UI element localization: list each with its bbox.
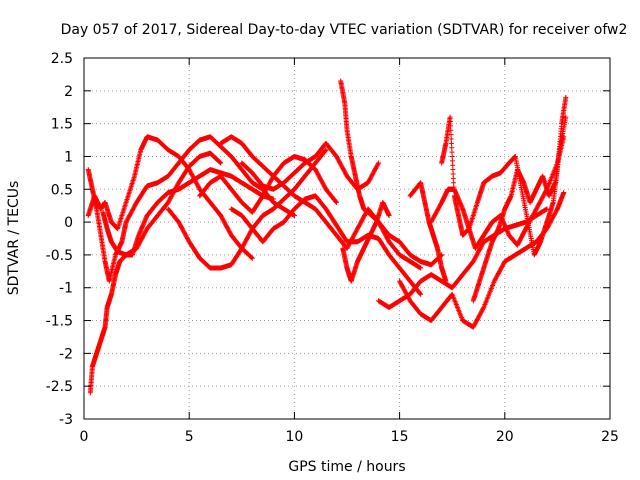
chart-title: Day 057 of 2017, Sidereal Day-to-day VTE… [61, 22, 628, 38]
y-tick-label: -1.5 [46, 314, 73, 330]
data-point [323, 147, 329, 153]
axis-ticks: 0 5 10 15 20 25 -3 -2.5 -2 -1.5 -1 -0.5 0 0.5 1 1.5 2 2.5 [46, 51, 619, 445]
data-point [448, 127, 454, 133]
data-point [417, 291, 423, 297]
data-point [386, 213, 392, 219]
data-point [563, 114, 569, 120]
x-tick-label: 25 [601, 429, 619, 445]
x-tick-label: 15 [391, 429, 409, 445]
data-point [450, 162, 456, 168]
y-tick-label: -0.5 [46, 248, 73, 264]
y-tick-label: 2 [64, 84, 73, 100]
data-point [376, 160, 382, 166]
y-tick-label: 1 [64, 149, 73, 165]
data-point [449, 158, 455, 164]
data-point [449, 153, 455, 159]
data-point [447, 118, 453, 124]
data-point [447, 114, 453, 120]
y-tick-label: 2.5 [51, 51, 73, 67]
y-tick-label: 0.5 [51, 182, 73, 198]
data-point [451, 180, 457, 186]
y-tick-label: -3 [59, 412, 73, 428]
data-point [291, 213, 297, 219]
data-point [451, 188, 457, 194]
data-point [563, 94, 569, 100]
y-axis-title: SDTVAR / TECUs [6, 181, 22, 296]
data-point [375, 161, 381, 167]
x-axis-title: GPS time / hours [288, 459, 405, 475]
y-tick-label: -2 [59, 346, 73, 362]
data-point [450, 171, 456, 177]
data-point [443, 278, 449, 284]
data-point [249, 255, 255, 261]
data-point [448, 140, 454, 146]
y-tick-label: -2.5 [46, 379, 73, 395]
data-point [270, 196, 276, 202]
data-point [448, 136, 454, 142]
x-tick-label: 10 [285, 429, 303, 445]
x-tick-label: 20 [496, 429, 514, 445]
y-tick-label: 0 [64, 215, 73, 231]
x-tick-label: 0 [80, 429, 89, 445]
y-tick-label: 1.5 [51, 117, 73, 133]
data-point [333, 199, 339, 205]
data-point [544, 206, 550, 212]
x-tick-label: 5 [185, 429, 194, 445]
data-point [449, 145, 455, 151]
data-point [217, 159, 223, 165]
data-point [450, 167, 456, 173]
data-point [480, 306, 486, 312]
data-point [561, 190, 567, 196]
y-tick-label: -1 [59, 281, 73, 297]
data-point [218, 160, 224, 166]
plot-frame [83, 57, 611, 420]
data-point [418, 291, 424, 297]
data-points [85, 78, 569, 396]
data-point [450, 175, 456, 181]
data-point [322, 148, 328, 154]
data-point [418, 265, 424, 271]
data-point [249, 255, 255, 261]
data-point [449, 149, 455, 155]
data-point [451, 184, 457, 190]
data-point [448, 132, 454, 138]
data-point [448, 123, 454, 129]
data-point [333, 199, 339, 205]
